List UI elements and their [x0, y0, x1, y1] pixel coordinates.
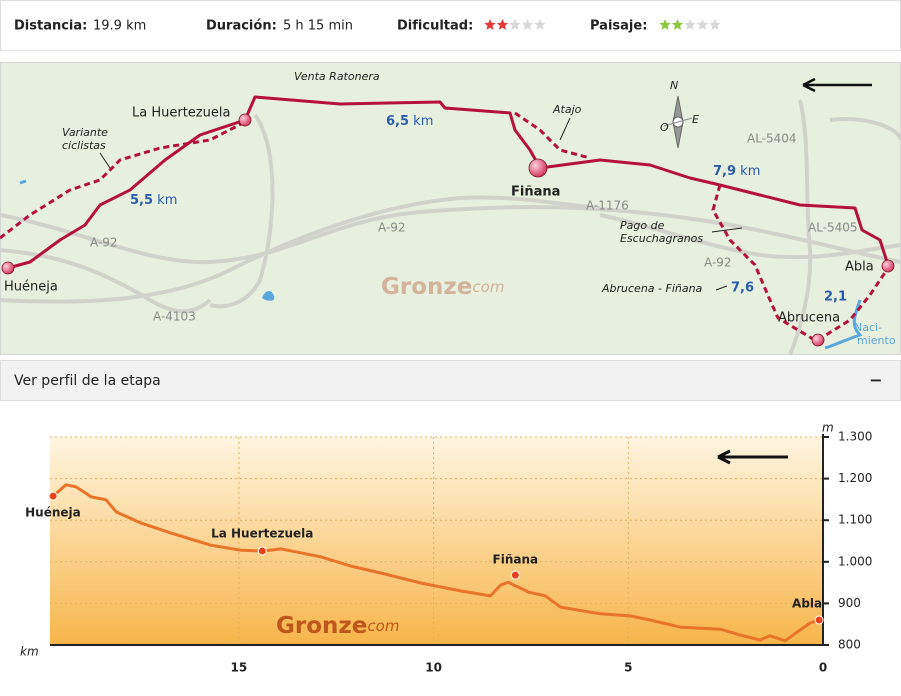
distance-value: 5,5: [130, 193, 153, 208]
waypoint: [510, 570, 520, 580]
profile-header: [0, 360, 901, 401]
map-note: Abrucena - Fiñana: [601, 282, 703, 295]
roads: [0, 99, 901, 356]
y-tick-label: 1.200: [838, 471, 872, 485]
plot-background: [50, 437, 823, 645]
watermark: Gronzecom: [381, 274, 504, 300]
road-label: A-4103: [153, 310, 196, 324]
map-note: Pago de: [620, 219, 665, 232]
spring-label: miento: [857, 334, 896, 347]
y-tick-label: 1.100: [838, 513, 872, 527]
watermark-suffix: com: [472, 278, 504, 296]
place-label: Huéneja: [4, 280, 58, 295]
place-label: Fiñana: [511, 185, 560, 200]
rating-star: [509, 19, 521, 30]
lake: [262, 291, 275, 301]
road-label: A-92: [704, 256, 732, 270]
distance-label: 7,9 km: [713, 164, 760, 179]
map-note: ciclistas: [62, 139, 106, 152]
leader-lines: [99, 117, 743, 291]
waypoint-label: La Huertezuela: [211, 526, 313, 540]
rating-star: [521, 19, 534, 30]
stat-label: Duración:: [206, 19, 277, 34]
distance-value: 2,1: [824, 290, 847, 305]
compass-label: O: [660, 121, 669, 134]
rating-star: [709, 19, 721, 30]
y-axis-label: m: [822, 421, 834, 435]
place-label: La Huertezuela: [132, 106, 230, 121]
rating-star: [534, 19, 546, 30]
x-axis-label: km: [20, 645, 39, 659]
stat-label: Paisaje:: [590, 19, 647, 34]
road-label: AL-5405: [808, 221, 858, 235]
map-note: Atajo: [552, 103, 582, 116]
y-tick-label: 1.300: [838, 430, 872, 444]
collapse-toggle[interactable]: −: [869, 371, 882, 390]
watermark-brand: Gronze: [381, 274, 472, 300]
rating-star: [496, 19, 509, 30]
stat-label: Dificultad:: [397, 19, 473, 34]
watermark-suffix: com: [367, 617, 399, 635]
y-tick-label: 900: [838, 596, 861, 610]
map-note: Variante: [62, 126, 108, 139]
waypoint: [257, 546, 267, 556]
route: [0, 95, 890, 344]
stat-value: 5 h 15 min: [283, 19, 353, 34]
road-label: A-92: [378, 221, 406, 235]
rating-star: [696, 19, 709, 30]
elevation-chart: 800 900 1.000 1.100 1.200 1.300 15 10 5 0 km m Gronz…: [20, 421, 872, 675]
waypoint-label: Huéneja: [25, 506, 81, 520]
profile-title: Ver perfil de la etapa: [14, 373, 161, 389]
stat-value: 19.9 km: [93, 19, 146, 34]
river: [824, 299, 863, 350]
rating-star: [484, 19, 496, 30]
distance-label: 5,5 km: [130, 193, 177, 208]
map[interactable]: N O E La Huertezuela Fiñana Huéneja Abla…: [0, 62, 901, 356]
rating-star: [671, 19, 684, 30]
road-label: A-1176: [586, 199, 629, 213]
x-tick-label: 10: [425, 661, 442, 675]
waypoint: [48, 491, 58, 501]
distance-unit: km: [413, 114, 433, 129]
rating-star: [659, 19, 671, 30]
watermark-brand: Gronze: [276, 613, 367, 639]
compass-label: E: [692, 113, 699, 126]
distance-value: 6,5: [386, 114, 409, 129]
waypoint-label: Abla: [792, 597, 822, 611]
place-label: Abrucena: [778, 311, 840, 326]
waypoint: [814, 615, 824, 625]
compass-label: N: [670, 79, 678, 92]
place-label: Abla: [845, 260, 874, 275]
compass: N O E: [660, 79, 699, 149]
road-label: AL-5404: [747, 132, 797, 146]
x-tick-label: 0: [819, 661, 827, 675]
stat-label: Distancia:: [14, 19, 87, 34]
map-note: Escuchagranos: [620, 232, 703, 245]
direction-arrow: [802, 77, 872, 93]
waypoint-label: Fiñana: [493, 553, 539, 567]
y-tick-label: 800: [838, 638, 861, 652]
y-tick-label: 1.000: [838, 554, 872, 568]
distance-unit: km: [740, 164, 760, 179]
x-tick-label: 15: [231, 661, 248, 675]
distance-unit: km: [157, 193, 177, 208]
direction-arrow: [717, 449, 788, 465]
map-note: Venta Ratonera: [294, 70, 380, 83]
x-tick-label: 5: [624, 661, 632, 675]
lake: [19, 179, 27, 185]
rating-star: [684, 19, 696, 30]
distance-value: 7,6: [731, 281, 754, 296]
watermark: Gronzecom: [276, 613, 399, 639]
profile-line: [52, 483, 821, 643]
spring-label: Naci-: [854, 321, 882, 334]
distance-label: 6,5 km: [386, 114, 433, 129]
road-label: A-92: [90, 236, 118, 250]
stats-bar: [0, 0, 901, 51]
route-stops: [1, 113, 895, 347]
distance-value: 7,9: [713, 164, 736, 179]
